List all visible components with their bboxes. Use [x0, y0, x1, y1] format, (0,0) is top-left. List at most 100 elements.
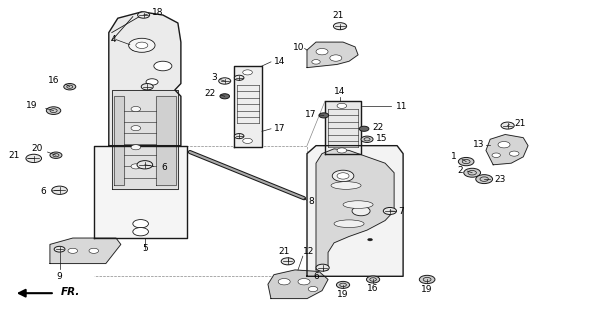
Circle shape	[133, 228, 149, 236]
Circle shape	[243, 70, 252, 75]
Circle shape	[464, 168, 480, 177]
Circle shape	[337, 281, 350, 288]
Circle shape	[50, 152, 62, 158]
Polygon shape	[156, 96, 176, 186]
Circle shape	[219, 78, 231, 84]
Polygon shape	[234, 66, 262, 147]
Polygon shape	[94, 146, 187, 238]
Text: 18: 18	[152, 8, 164, 17]
Circle shape	[361, 136, 373, 142]
Circle shape	[367, 276, 380, 283]
Circle shape	[308, 286, 318, 292]
Circle shape	[316, 264, 329, 271]
Text: 7: 7	[399, 207, 404, 216]
Circle shape	[509, 151, 519, 156]
Text: 1: 1	[452, 152, 457, 161]
Circle shape	[334, 23, 347, 30]
Text: 4: 4	[110, 35, 116, 44]
Text: 23: 23	[494, 175, 506, 184]
Circle shape	[131, 107, 141, 112]
Circle shape	[330, 55, 342, 61]
Circle shape	[383, 207, 397, 214]
Circle shape	[131, 164, 141, 169]
Text: 13: 13	[473, 140, 484, 149]
Circle shape	[501, 122, 514, 129]
Circle shape	[281, 258, 294, 265]
Circle shape	[312, 60, 320, 64]
Circle shape	[243, 138, 252, 143]
Circle shape	[137, 161, 153, 169]
Circle shape	[316, 49, 328, 55]
Text: 22: 22	[372, 123, 383, 132]
Text: 8: 8	[308, 197, 314, 206]
Text: 21: 21	[332, 11, 344, 20]
Circle shape	[234, 133, 244, 139]
Circle shape	[234, 75, 244, 80]
FancyArrowPatch shape	[19, 290, 52, 297]
Text: FR.: FR.	[61, 287, 80, 297]
Circle shape	[337, 148, 347, 153]
Circle shape	[64, 84, 76, 90]
Circle shape	[131, 125, 141, 131]
Circle shape	[131, 145, 141, 150]
Text: 11: 11	[396, 102, 408, 111]
Circle shape	[136, 42, 148, 49]
Circle shape	[146, 79, 158, 85]
Text: 3: 3	[211, 73, 217, 82]
Circle shape	[458, 157, 474, 166]
Text: 19: 19	[337, 290, 349, 299]
Text: 21: 21	[515, 119, 526, 128]
Text: 16: 16	[48, 76, 60, 85]
Circle shape	[129, 38, 155, 52]
Circle shape	[133, 220, 149, 228]
Text: 16: 16	[367, 284, 379, 293]
Text: 15: 15	[376, 134, 387, 143]
Circle shape	[154, 61, 172, 71]
Circle shape	[492, 153, 500, 157]
Circle shape	[54, 246, 65, 252]
Circle shape	[68, 248, 78, 253]
Circle shape	[141, 84, 154, 90]
Circle shape	[368, 238, 373, 241]
Text: 5: 5	[142, 244, 147, 253]
Circle shape	[26, 154, 42, 163]
Text: 6: 6	[40, 188, 46, 196]
Polygon shape	[50, 238, 121, 264]
Circle shape	[278, 278, 290, 285]
Circle shape	[138, 12, 150, 18]
Text: 14: 14	[274, 57, 285, 66]
Polygon shape	[307, 146, 403, 276]
Text: 2: 2	[458, 166, 463, 175]
Polygon shape	[316, 149, 394, 270]
Circle shape	[420, 275, 435, 284]
Text: 17: 17	[305, 110, 316, 119]
Circle shape	[352, 206, 370, 216]
Text: 6: 6	[162, 164, 167, 172]
Polygon shape	[325, 101, 361, 154]
Circle shape	[89, 248, 99, 253]
Circle shape	[220, 94, 229, 99]
Circle shape	[298, 278, 310, 285]
Polygon shape	[112, 90, 178, 189]
Text: 14: 14	[334, 87, 346, 96]
Circle shape	[359, 126, 369, 131]
Circle shape	[332, 170, 354, 182]
Text: 10: 10	[293, 43, 304, 52]
Text: 17: 17	[274, 124, 285, 132]
Circle shape	[52, 186, 67, 195]
Text: 19: 19	[26, 101, 38, 110]
Polygon shape	[307, 42, 358, 68]
Circle shape	[337, 173, 349, 179]
Ellipse shape	[334, 220, 364, 228]
Ellipse shape	[331, 182, 361, 189]
Ellipse shape	[343, 201, 373, 208]
Circle shape	[46, 107, 61, 115]
Polygon shape	[114, 96, 124, 186]
Text: 21: 21	[279, 247, 290, 256]
Polygon shape	[109, 12, 181, 146]
Text: 20: 20	[31, 144, 43, 153]
Polygon shape	[486, 134, 528, 165]
Circle shape	[498, 141, 510, 148]
Circle shape	[476, 175, 492, 184]
Text: 6: 6	[314, 272, 320, 281]
